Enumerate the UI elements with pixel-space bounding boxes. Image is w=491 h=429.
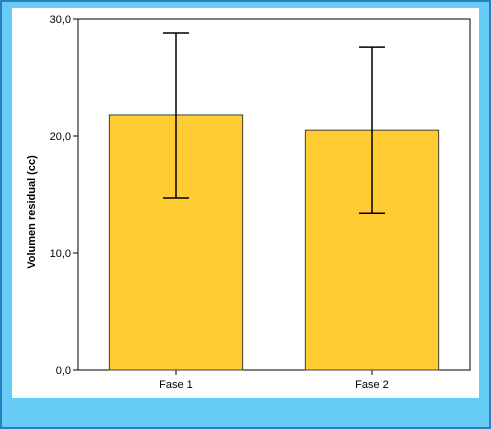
y-tick-label: 10,0 <box>50 248 71 260</box>
y-axis: 0,0 10,0 20,0 30,0 <box>50 14 78 377</box>
y-tick-label: 0,0 <box>56 365 71 377</box>
x-axis: Fase 1 Fase 2 <box>159 370 389 391</box>
error-bars <box>163 32 385 214</box>
y-tick-label: 20,0 <box>50 131 71 143</box>
y-tick-label: 30,0 <box>50 14 71 26</box>
x-tick-label: Fase 1 <box>159 379 193 391</box>
x-tick-label: Fase 2 <box>355 379 389 391</box>
y-axis-title: Volumen residual (cc) <box>26 155 38 269</box>
